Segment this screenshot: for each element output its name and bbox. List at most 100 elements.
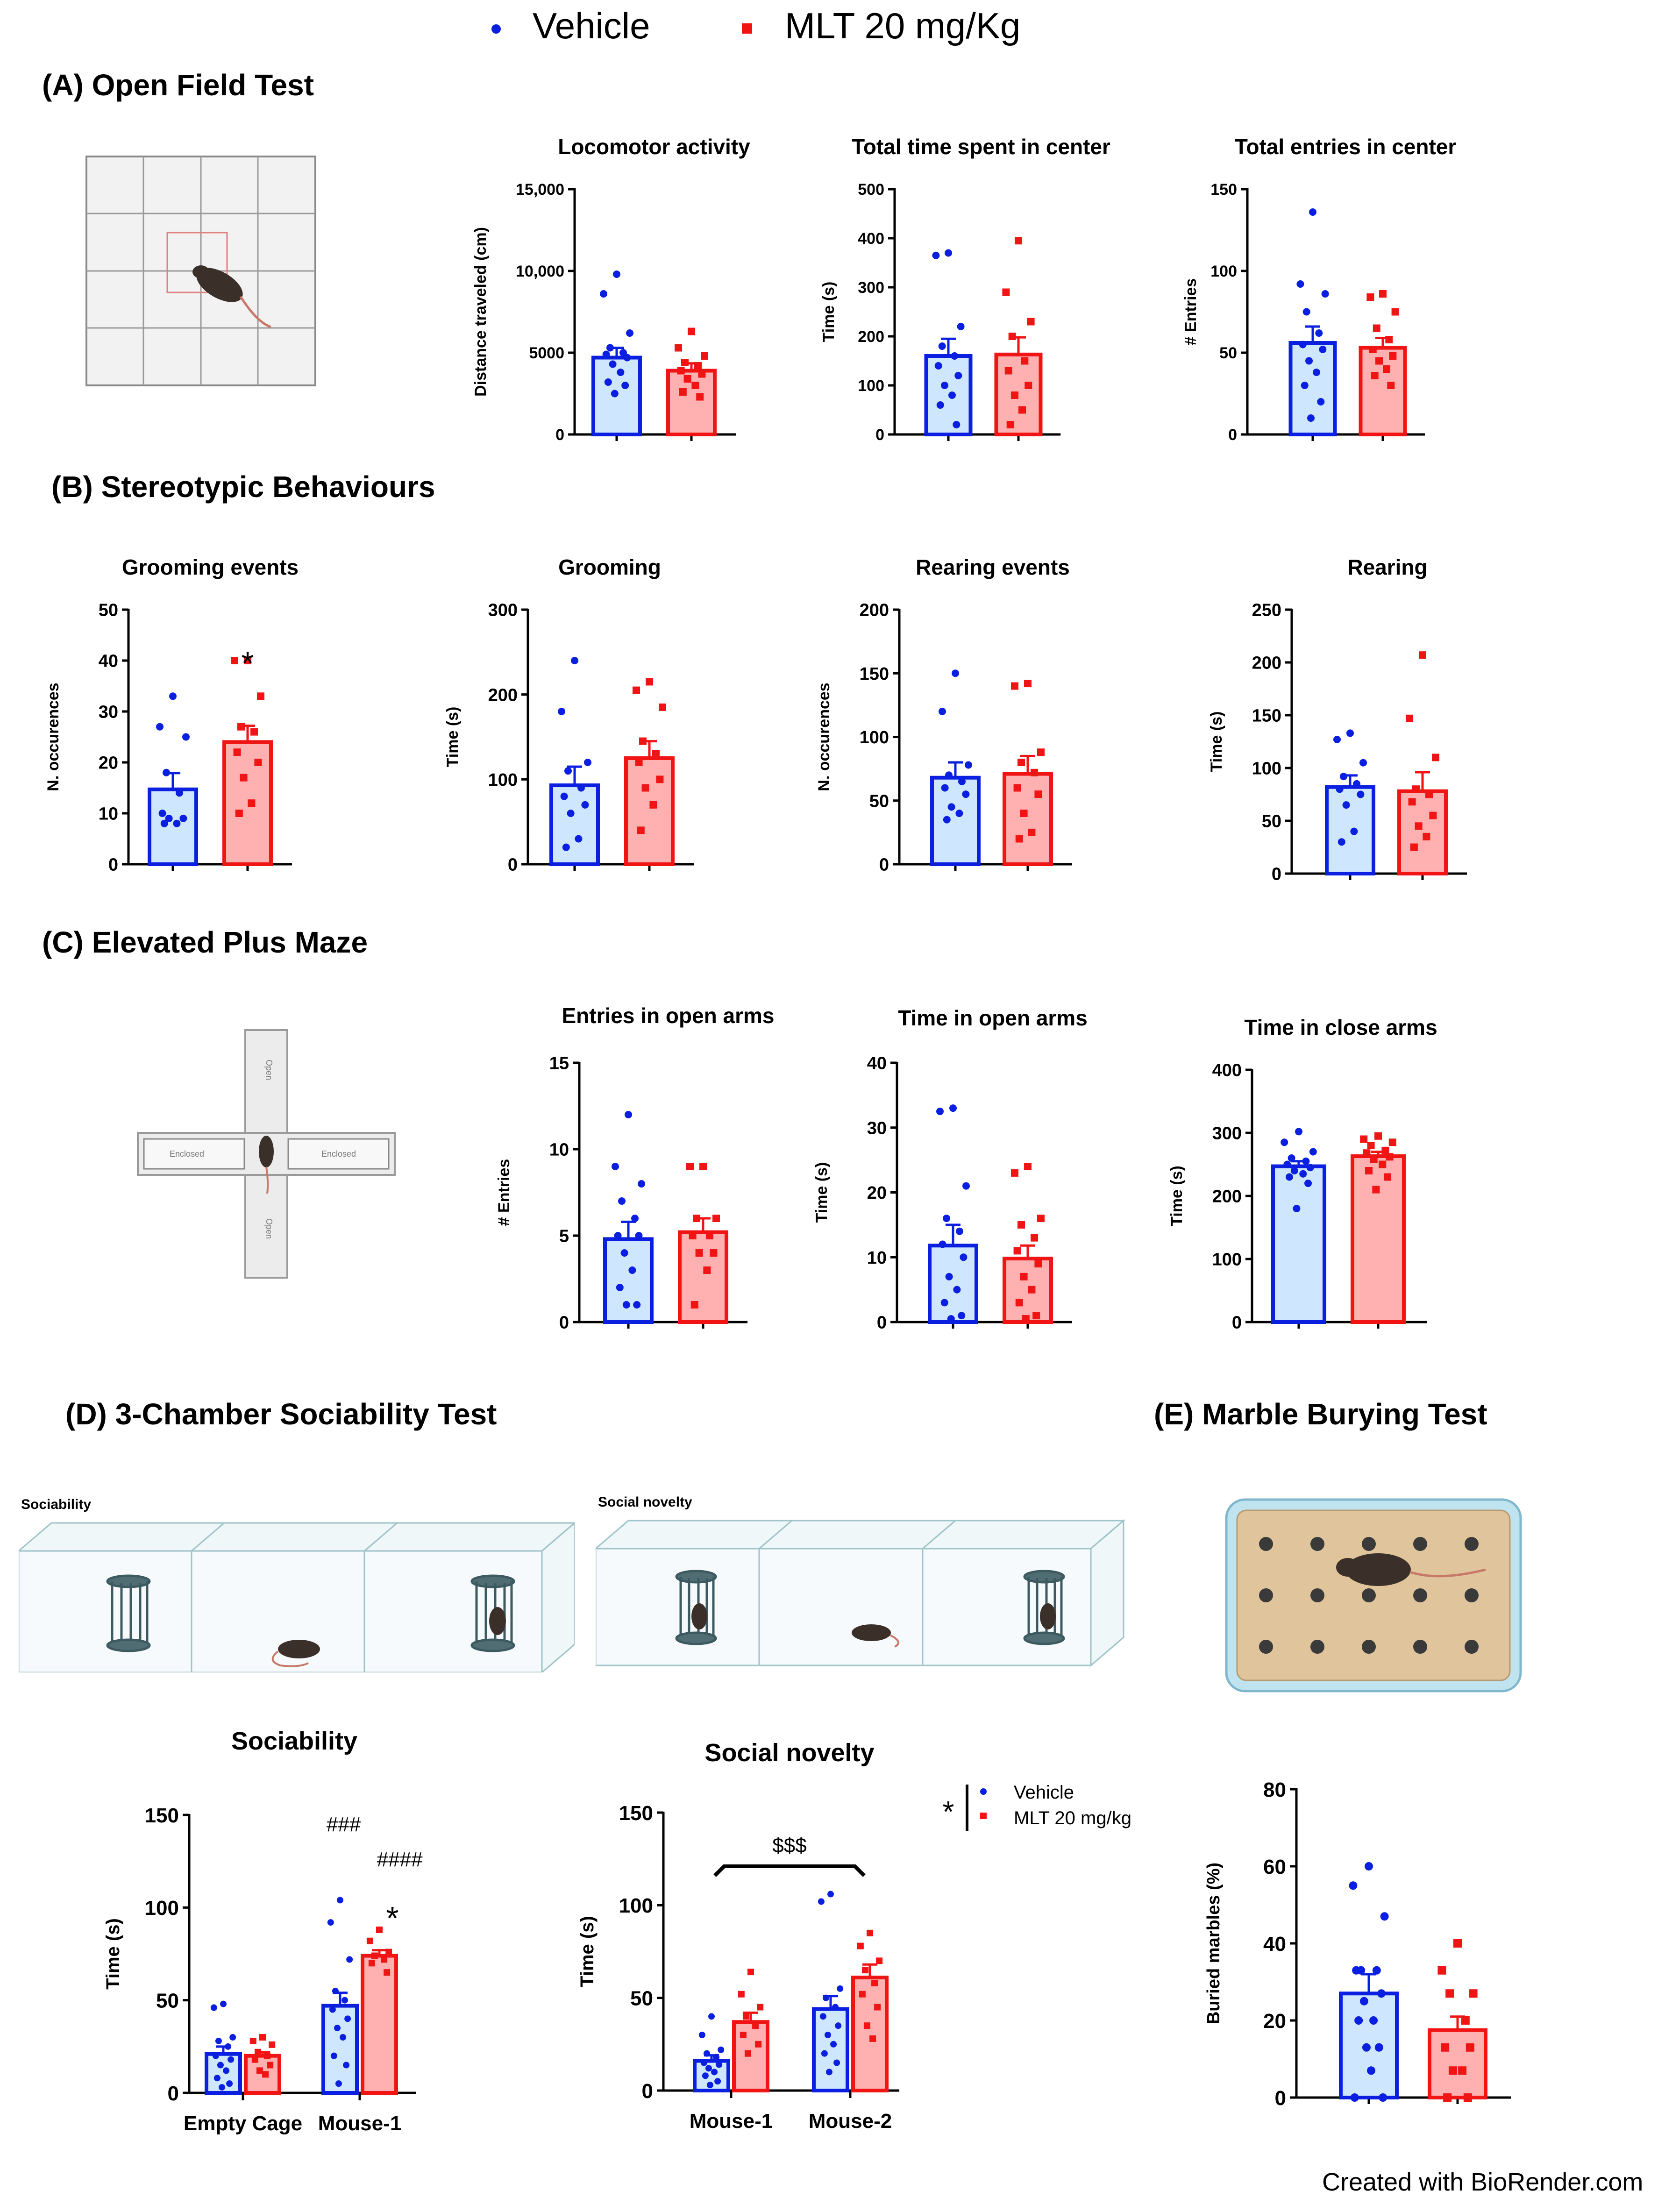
mlt-point	[696, 393, 704, 401]
y-tick-label: 20	[867, 1183, 887, 1203]
significance-star: *	[241, 645, 254, 682]
mlt-bar	[361, 1954, 398, 2095]
y-tick-label: 200	[1212, 1187, 1242, 1207]
vehicle-point	[1333, 735, 1341, 743]
mlt-point	[376, 1926, 383, 1933]
mlt-point	[267, 2062, 274, 2069]
mlt-point	[637, 826, 645, 834]
vehicle-point	[330, 2052, 337, 2059]
vehicle-point	[818, 1898, 825, 1905]
mlt-bar	[732, 2020, 769, 2093]
y-tick-label: 10	[867, 1248, 887, 1268]
vehicle-point	[713, 2054, 720, 2061]
mlt-point	[703, 1266, 711, 1274]
chart-title: Social novelty	[704, 1739, 874, 1767]
chart-title: Total entries in center	[1235, 135, 1457, 159]
mlt-point	[1437, 1966, 1446, 1975]
vehicle-point	[617, 369, 625, 376]
vehicle-point	[947, 803, 955, 811]
vehicle-point	[1369, 2016, 1378, 2025]
legend-mlt-label: MLT 20 mg/Kg	[785, 5, 1021, 46]
mlt-point	[1453, 1939, 1462, 1948]
mlt-point	[1015, 237, 1022, 245]
legend-vehicle-marker	[980, 1788, 987, 1795]
y-axis-label: Time (s)	[577, 1916, 598, 1987]
vehicle-point	[945, 1273, 953, 1280]
mlt-point	[1469, 1989, 1478, 1998]
y-tick-label: 100	[1212, 1250, 1242, 1270]
y-tick-label: 40	[99, 652, 118, 671]
vehicle-point	[602, 350, 610, 358]
cage-icon	[675, 1570, 717, 1645]
vehicle-point	[1290, 1167, 1298, 1174]
mouse-icon	[852, 1624, 899, 1648]
marble-burying-cage-illustration	[1225, 1498, 1522, 1693]
mlt-point	[250, 728, 258, 736]
vehicle-point	[1306, 1164, 1314, 1172]
mlt-point	[248, 799, 256, 807]
vehicle-point	[965, 761, 972, 769]
y-tick-label: 0	[559, 1313, 569, 1333]
biorender-credit: Created with BioRender.com	[1322, 2168, 1644, 2196]
vehicle-bar	[603, 1237, 654, 1324]
chart-rearing_events: Rearing events 0 50 100 150 200 N. occurences	[815, 555, 1072, 875]
mlt-point	[859, 1991, 866, 1998]
mlt-bar	[1428, 2028, 1487, 2099]
mlt-point	[249, 2037, 256, 2044]
vehicle-point	[951, 352, 959, 360]
vehicle-point	[1374, 2043, 1383, 2052]
vehicle-point	[953, 421, 961, 428]
legend-mlt-marker	[980, 1813, 987, 1819]
mlt-point	[677, 367, 685, 375]
vehicle-point	[618, 1197, 626, 1205]
y-tick-label: 300	[858, 279, 884, 297]
mlt-bar	[851, 1976, 889, 2092]
mlt-point	[744, 2050, 751, 2057]
mlt-point	[1379, 1160, 1387, 1168]
vehicle-point	[1350, 827, 1358, 835]
vehicle-point	[1305, 357, 1313, 365]
vehicle-point	[703, 2050, 710, 2057]
mlt-point	[646, 678, 653, 686]
vehicle-bar	[1271, 1164, 1326, 1324]
mlt-point	[1369, 346, 1377, 353]
vehicle-point	[827, 1891, 834, 1898]
vehicle-point	[941, 382, 949, 389]
chart-title: Rearing events	[916, 555, 1070, 579]
mlt-point	[698, 370, 706, 378]
vehicle-point	[212, 2052, 219, 2059]
vehicle-point	[173, 819, 181, 827]
mlt-point	[1366, 293, 1374, 301]
y-tick-label: 50	[1262, 812, 1281, 832]
vehicle-point	[1340, 773, 1347, 781]
section-title-open-field: (A) Open Field Test	[42, 68, 314, 102]
y-tick-label: 100	[1210, 263, 1237, 280]
epm-enclosed-right-label: Enclosed	[321, 1149, 356, 1159]
y-tick-label: 10,000	[516, 263, 564, 280]
y-tick-label: 100	[145, 1897, 179, 1920]
vehicle-point	[160, 819, 168, 827]
mlt-point	[649, 801, 657, 809]
y-tick-label: 10	[99, 804, 118, 824]
vehicle-point	[958, 777, 966, 785]
mlt-point	[690, 1301, 698, 1309]
y-tick-label: 0	[1228, 426, 1237, 444]
mlt-point	[639, 737, 647, 745]
mouse-icon	[1336, 1553, 1486, 1586]
vehicle-point	[1307, 414, 1315, 422]
vehicle-point	[1362, 2043, 1371, 2052]
mlt-point	[675, 344, 682, 352]
vehicle-point	[564, 767, 572, 775]
vehicle-point	[711, 2069, 718, 2076]
vehicle-point	[604, 378, 612, 386]
y-tick-label: 20	[1263, 2010, 1286, 2033]
vehicle-point	[335, 2080, 342, 2087]
vehicle-point	[1293, 1205, 1301, 1212]
vehicle-point	[622, 1301, 630, 1309]
mlt-point	[1034, 790, 1042, 798]
vehicle-point	[939, 1240, 946, 1248]
y-tick-label: 0	[875, 426, 884, 444]
chart-center_time: Total time spent in center 0 100 200 300 400 5…	[820, 135, 1110, 444]
vehicle-point	[1317, 398, 1325, 405]
